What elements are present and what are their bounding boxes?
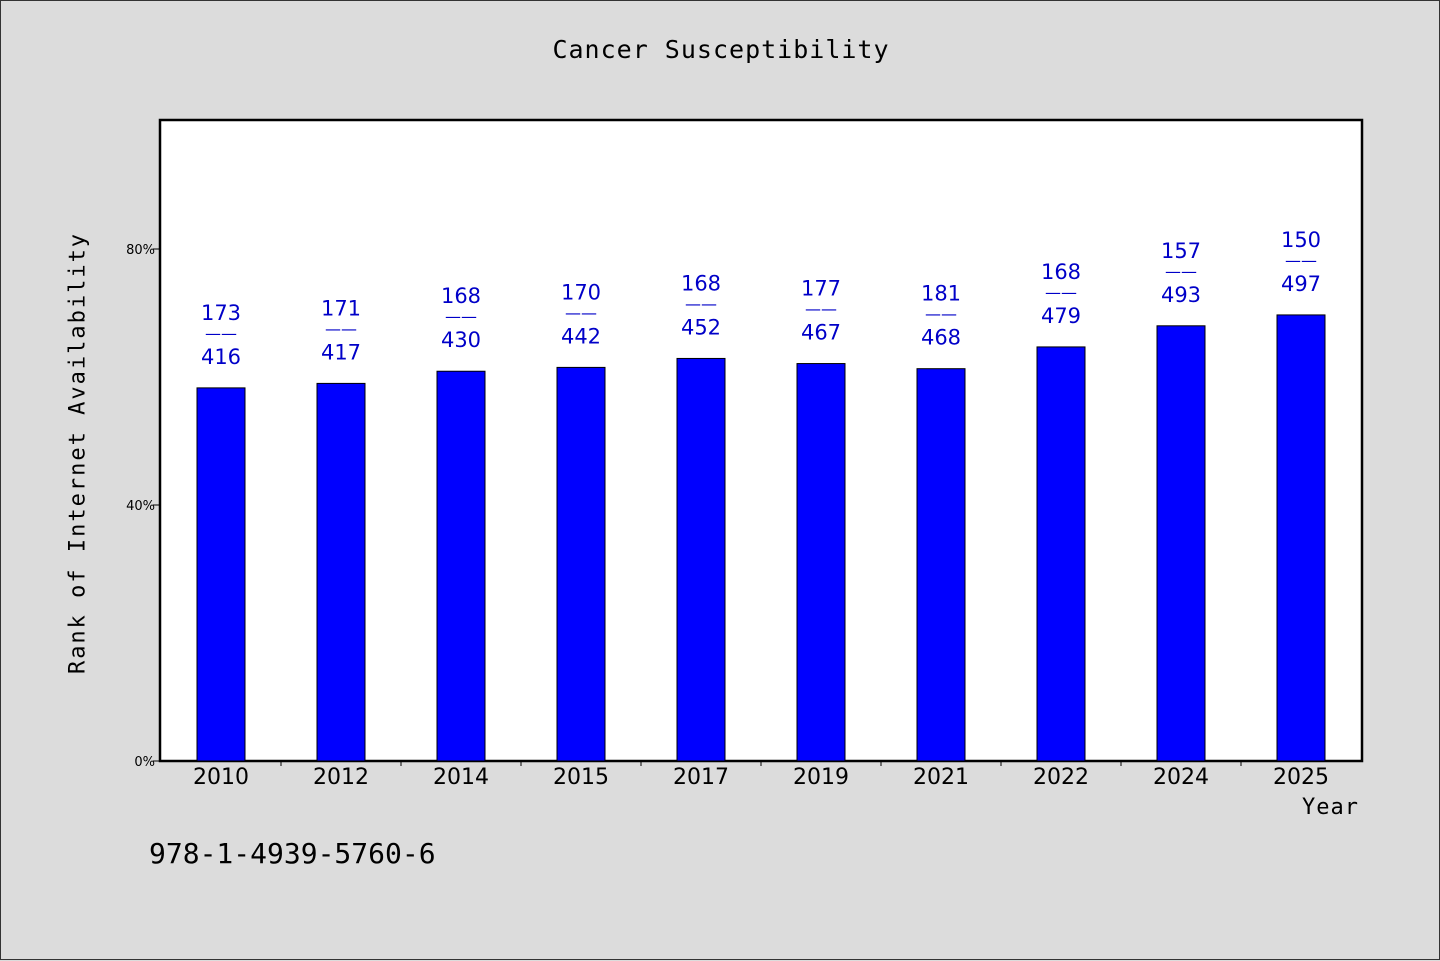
x-tick-label-2021: 2021: [913, 765, 969, 790]
bar-2024: [1156, 325, 1206, 762]
data-label-separator-2017: ——: [685, 294, 717, 313]
data-label-separator-2019: ——: [805, 300, 837, 319]
footnote-isbn: 978-1-4939-5760-6: [149, 837, 436, 870]
y-tick-label-80%: 80%: [126, 243, 155, 258]
data-label-bottom-2019: 467: [801, 321, 841, 345]
data-label-separator-2014: ——: [445, 307, 477, 326]
data-label-separator-2015: ——: [565, 303, 597, 322]
data-label-separator-2025: ——: [1285, 251, 1317, 270]
data-label-top-2010: 173: [201, 301, 241, 325]
x-tick-label-2014: 2014: [433, 765, 489, 790]
data-label-top-2015: 170: [561, 280, 601, 304]
data-label-top-2017: 168: [681, 271, 721, 295]
data-label-bottom-2014: 430: [441, 328, 481, 352]
x-tick-label-2019: 2019: [793, 765, 849, 790]
bar-2017: [676, 357, 726, 762]
data-label-bottom-2010: 416: [201, 345, 241, 369]
data-label-top-2014: 168: [441, 284, 481, 308]
y-tick-label-40%: 40%: [126, 499, 155, 514]
data-label-bottom-2022: 479: [1041, 304, 1081, 328]
bar-2014: [436, 370, 486, 762]
bar-2019: [796, 363, 846, 762]
data-label-top-2019: 177: [801, 277, 841, 301]
y-tick-label-0%: 0%: [134, 755, 155, 770]
bar-2021: [916, 368, 966, 762]
bar-2025: [1276, 314, 1326, 762]
data-label-bottom-2024: 493: [1161, 283, 1201, 307]
data-label-bottom-2015: 442: [561, 324, 601, 348]
data-label-top-2022: 168: [1041, 260, 1081, 284]
x-tick-label-2022: 2022: [1033, 765, 1089, 790]
x-tick-label-2017: 2017: [673, 765, 729, 790]
x-tick-label-2010: 2010: [193, 765, 249, 790]
x-tick-label-2024: 2024: [1153, 765, 1209, 790]
data-label-separator-2024: ——: [1165, 262, 1197, 281]
data-label-top-2012: 171: [321, 296, 361, 320]
data-label-separator-2022: ——: [1045, 283, 1077, 302]
bar-2010: [196, 387, 246, 762]
data-label-separator-2010: ——: [205, 324, 237, 343]
bar-2022: [1036, 346, 1086, 762]
bar-2015: [556, 366, 606, 762]
data-label-bottom-2012: 417: [321, 340, 361, 364]
data-label-separator-2012: ——: [325, 319, 357, 338]
chart-title: Cancer Susceptibility: [552, 35, 890, 64]
data-label-top-2024: 157: [1161, 239, 1201, 263]
data-label-bottom-2021: 468: [921, 326, 961, 350]
y-axis-title: Rank of Internet Availability: [65, 231, 91, 675]
x-axis-title: Year: [1302, 795, 1359, 820]
x-tick-label-2012: 2012: [313, 765, 369, 790]
data-label-top-2025: 150: [1281, 228, 1321, 252]
data-label-bottom-2017: 452: [681, 315, 721, 339]
data-label-top-2021: 181: [921, 282, 961, 306]
bar-2012: [316, 382, 366, 762]
x-tick-label-2025: 2025: [1273, 765, 1329, 790]
x-tick-label-2015: 2015: [553, 765, 609, 790]
data-label-bottom-2025: 497: [1281, 272, 1321, 296]
data-label-separator-2021: ——: [925, 305, 957, 324]
